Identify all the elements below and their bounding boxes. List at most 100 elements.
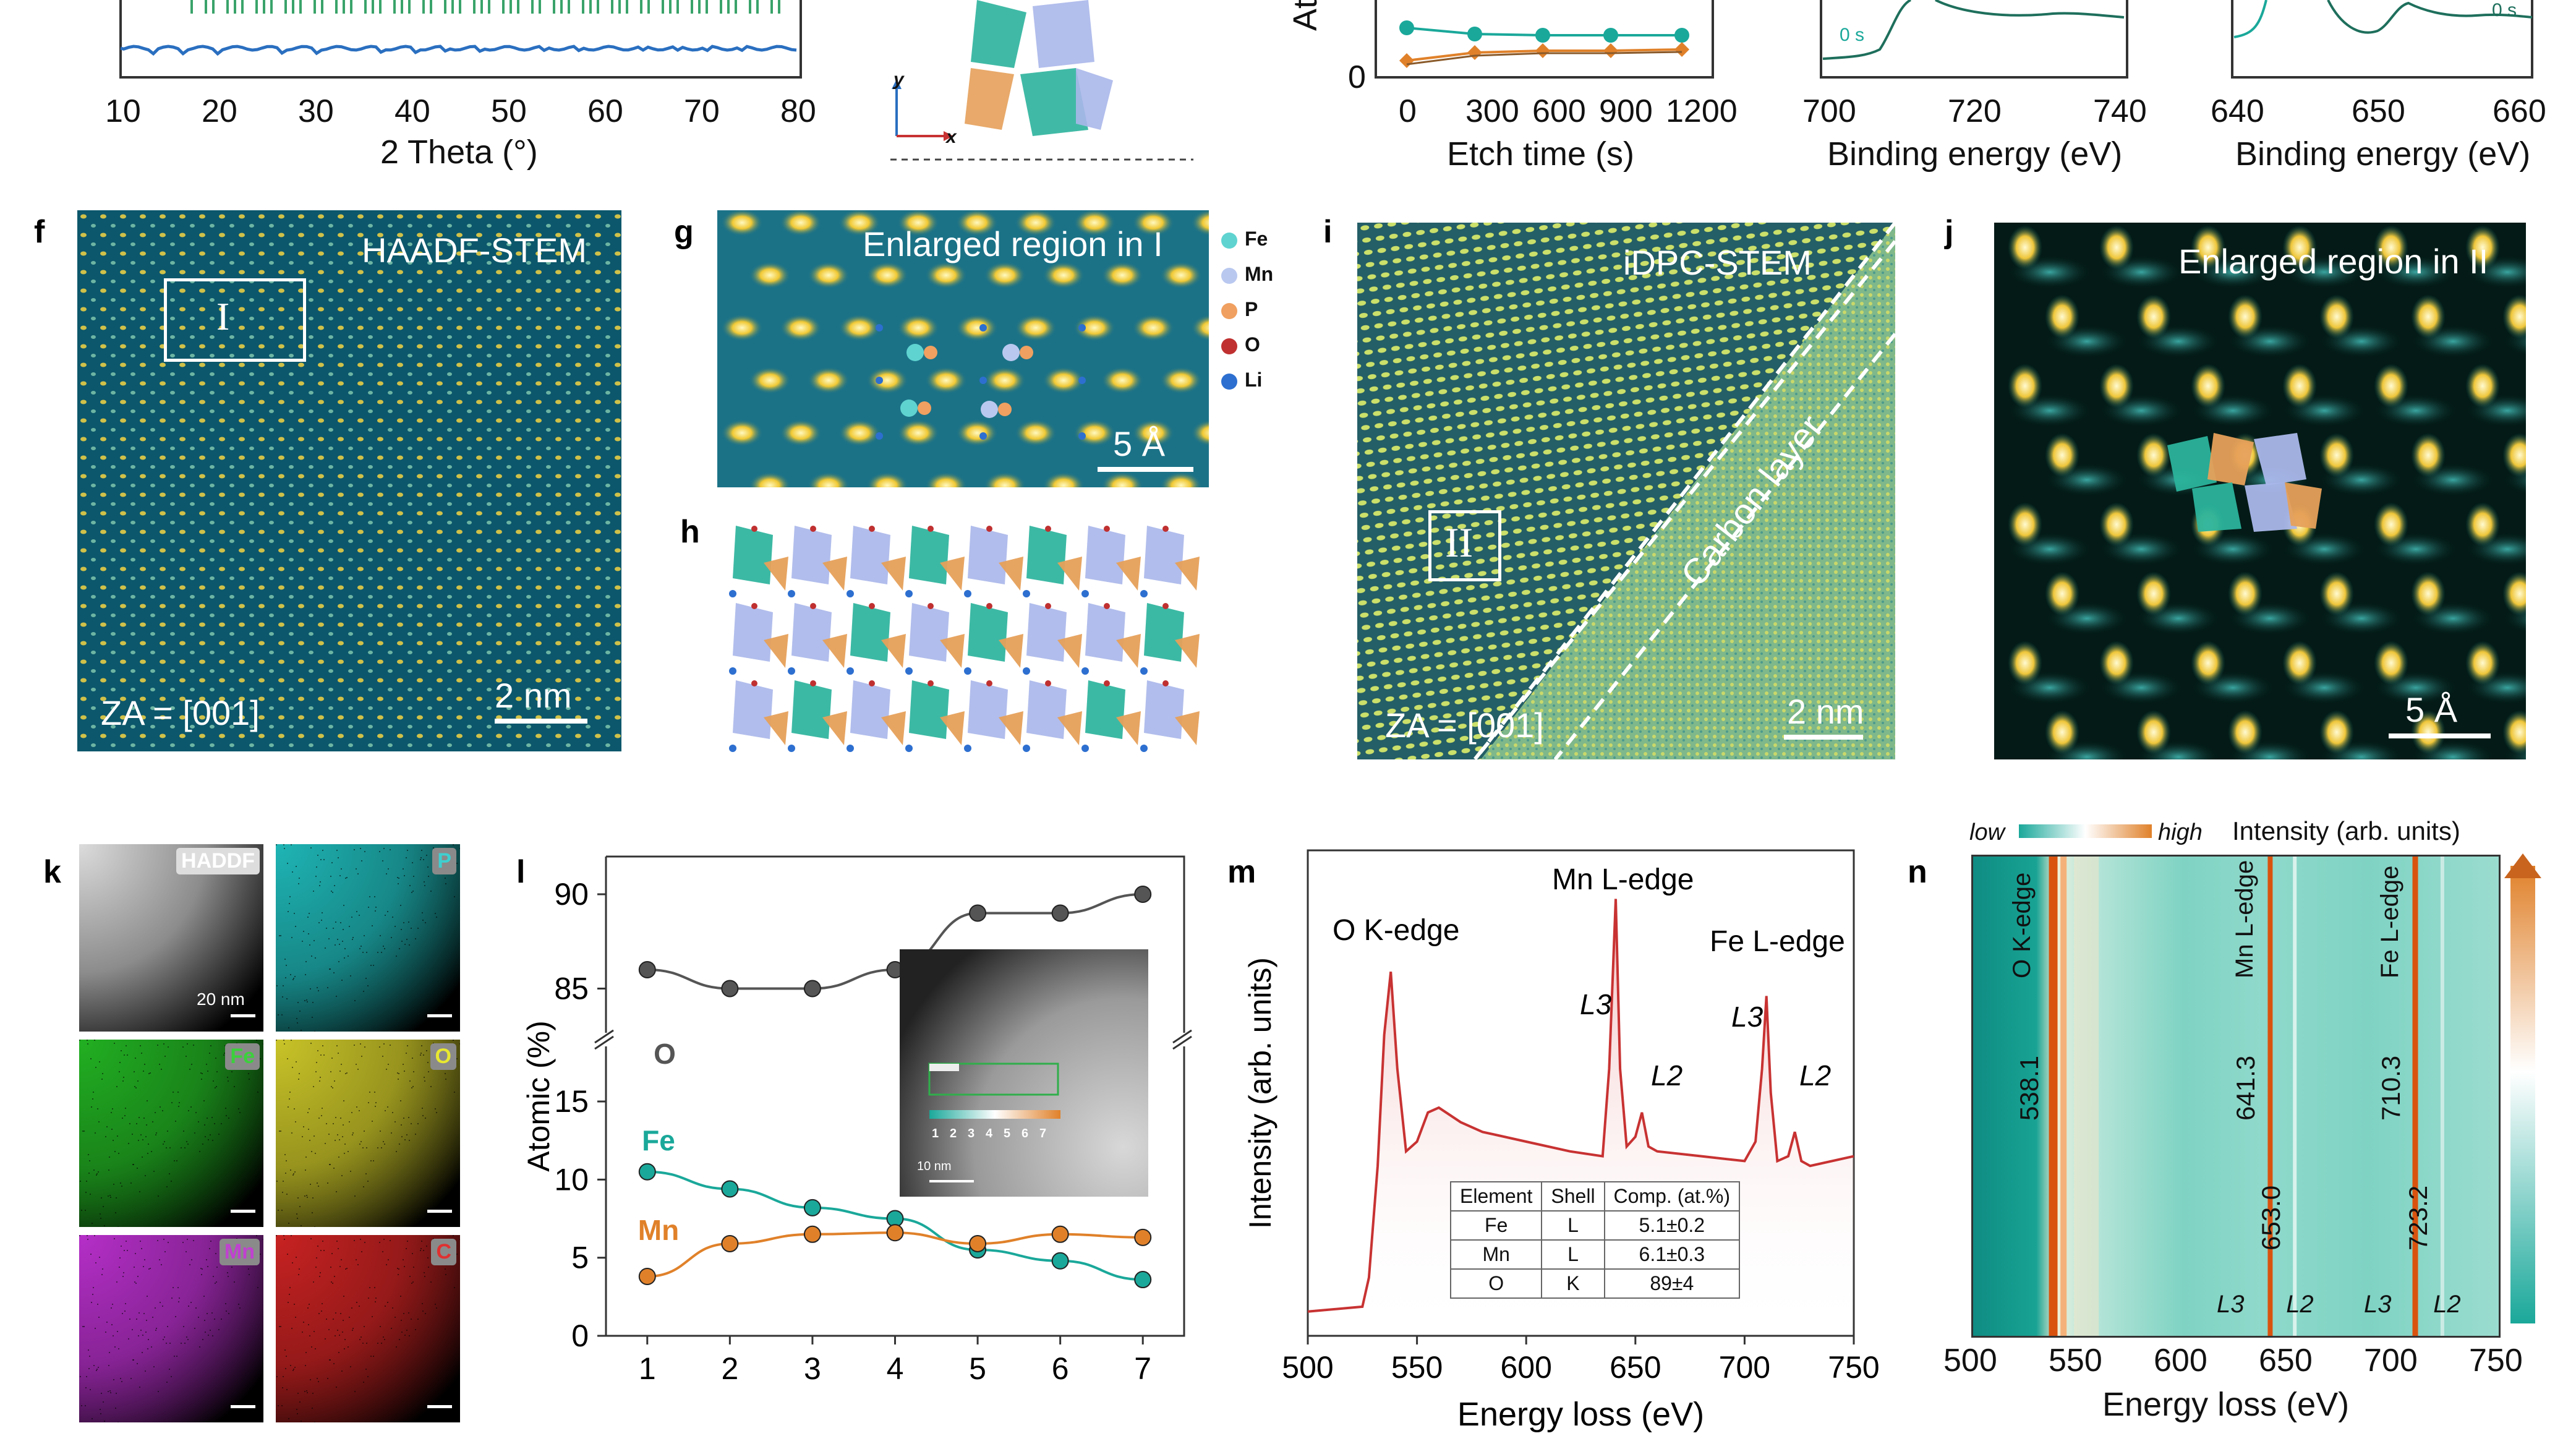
- composition-table: Element Shell Comp. (at.%) Fe L 5.1±0.2 …: [1449, 1181, 1741, 1299]
- idpc-scale-label: 2 nm: [1787, 692, 1864, 731]
- legend-dot: [1221, 267, 1237, 284]
- peak-label: 538.1: [2015, 1055, 2044, 1121]
- series-label-fe: Fe: [642, 1124, 675, 1156]
- point-mn: [721, 1234, 739, 1252]
- x-tick-label: 3: [804, 1351, 821, 1386]
- xps-fe-xtick: 720: [1948, 93, 2002, 129]
- etch-xtick: 300: [1465, 93, 1519, 129]
- heatmap-band: [2267, 857, 2273, 1336]
- plot-frame: [605, 855, 1185, 1337]
- panel-label-f: f: [34, 214, 45, 250]
- panel-label-m: m: [1227, 854, 1256, 890]
- legend-label: Mn: [1245, 263, 1274, 285]
- table-row: Mn L 6.1±0.3: [1449, 1239, 1741, 1270]
- peak-label: 641.3: [2231, 1055, 2261, 1121]
- eds-map-tag: Mn: [219, 1239, 260, 1265]
- x-tick-label: 550: [1391, 1350, 1443, 1385]
- eds-scale-label: 20 nm: [197, 990, 245, 1009]
- inset-tick: 6: [1021, 1127, 1029, 1140]
- table-cell: K: [1541, 1268, 1605, 1299]
- roi-label-2: II: [1445, 519, 1474, 566]
- table-cell: L: [1541, 1239, 1605, 1270]
- edge-sublabel: L3: [1580, 988, 1612, 1020]
- haadf-stem-image: HAADF-STEM I ZA = [001] 2 nm: [77, 210, 621, 751]
- y-tick-label: 5: [571, 1241, 589, 1275]
- edge-label-o: O K-edge: [2008, 872, 2036, 978]
- panel-label-h: h: [680, 514, 700, 550]
- eds-scale-bar: [231, 1014, 255, 1017]
- etch-ytick: 0: [1348, 59, 1366, 95]
- inset-tick: 4: [986, 1127, 993, 1140]
- x-tick-label: 650: [1610, 1350, 1661, 1385]
- point-mn: [1051, 1225, 1069, 1243]
- xps-mn-plot: [2231, 0, 2533, 79]
- colorbar: [2019, 824, 2152, 838]
- point-fe: [721, 1180, 739, 1198]
- eds-map-tag: P: [432, 848, 456, 874]
- etch-xtick: 600: [1532, 93, 1586, 129]
- point-o: [638, 961, 656, 978]
- table-header: Comp. (at.%): [1603, 1181, 1741, 1212]
- heatmap-band: [2412, 857, 2418, 1336]
- edge-sublabel: L2: [1651, 1059, 1683, 1092]
- point-mn: [1134, 1228, 1152, 1246]
- x-tick-label: 7: [1134, 1351, 1151, 1386]
- composition-table-wrap: Element Shell Comp. (at.%) Fe L 5.1±0.2 …: [1449, 1181, 1741, 1299]
- xrd-xtick: 70: [684, 93, 720, 129]
- xrd-xtick: 20: [202, 93, 237, 129]
- point-o: [1134, 886, 1152, 903]
- point-fe: [1051, 1252, 1069, 1270]
- haadf-scale-label: 2 nm: [495, 676, 572, 715]
- intensity-gradient-arrow: [2510, 866, 2535, 1323]
- enlarged-region-1-image: Enlarged region in I 5 Å: [717, 210, 1209, 487]
- y-tick-label: 85: [554, 972, 589, 1006]
- etch-xtick: 1200: [1666, 93, 1738, 129]
- legend-item-fe: Fe: [1221, 228, 1268, 250]
- heatmap-band: [2049, 857, 2058, 1336]
- eds-map-o: O: [276, 1040, 460, 1227]
- x-tick-label: 600: [1500, 1350, 1551, 1385]
- xps-mn-xtick: 650: [2352, 93, 2405, 129]
- eds-scale-bar: [427, 1405, 452, 1408]
- xps-fe-time: 0 s: [1840, 25, 1865, 45]
- table-cell: 89±4: [1603, 1268, 1741, 1299]
- table-cell: Mn: [1449, 1239, 1543, 1270]
- heatmap-xtick: 650: [2259, 1343, 2313, 1378]
- axis-break-mark: [594, 1035, 614, 1050]
- heatmap-band: [2293, 857, 2297, 1336]
- series-label-mn: Mn: [638, 1214, 679, 1246]
- etch-plot: [1375, 0, 1714, 79]
- haadf-za: ZA = [001]: [101, 693, 260, 732]
- peak-label: 710.3: [2376, 1055, 2405, 1121]
- idpc-stem-image: iDPC-STEM II Carbon layer ZA = [001] 2 n…: [1357, 223, 1895, 759]
- enlarged-scale-label-j: 5 Å: [2405, 690, 2458, 729]
- eds-scale-bar: [231, 1405, 255, 1408]
- xps-mn-xlabel: Binding energy (eV): [2235, 135, 2531, 173]
- etch-ylabel: At: [1287, 0, 1324, 31]
- eds-map-image: [79, 844, 263, 1032]
- table-cell: 6.1±0.3: [1603, 1239, 1741, 1270]
- eds-map-image: [79, 1040, 263, 1227]
- panel-label-k: k: [43, 854, 61, 890]
- table-cell: O: [1449, 1268, 1543, 1299]
- edge-sublabel: L2: [1799, 1059, 1831, 1092]
- legend-item-o: O: [1221, 333, 1260, 356]
- xrd-xtick: 30: [298, 93, 334, 129]
- edge-bottom-label: L2: [2286, 1291, 2314, 1318]
- point-mn: [886, 1224, 904, 1242]
- x-tick-label: 500: [1282, 1350, 1333, 1385]
- inset-image: [900, 949, 1148, 1197]
- xps-fe-xtick: 740: [2093, 93, 2147, 129]
- x-tick-label: 5: [969, 1351, 986, 1386]
- x-tick-label: 750: [1828, 1350, 1879, 1385]
- fe-edge-annotation: Fe L-edge: [1710, 925, 1845, 958]
- legend-label: O: [1245, 333, 1260, 356]
- y-tick-label: 10: [554, 1162, 589, 1197]
- table-cell: L: [1541, 1210, 1605, 1241]
- point-mn: [803, 1225, 821, 1243]
- inset-tick: 3: [968, 1127, 975, 1140]
- enlarged-title-g: Enlarged region in I: [863, 224, 1163, 263]
- eds-scale-bar: [427, 1210, 452, 1213]
- x-tick-label: 6: [1052, 1351, 1069, 1386]
- haadf-title: HAADF-STEM: [362, 231, 587, 270]
